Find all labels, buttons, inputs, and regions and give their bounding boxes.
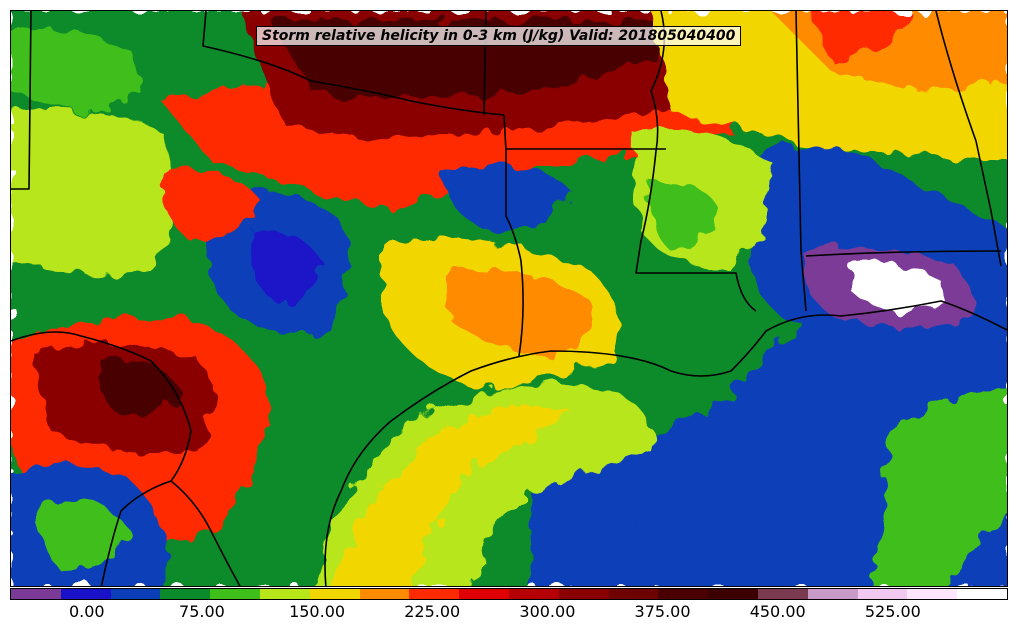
colorbar-tick-label: 225.00 bbox=[404, 602, 461, 621]
colorbar-segment bbox=[359, 589, 410, 599]
colorbar-segment bbox=[608, 589, 659, 599]
state-border-line bbox=[11, 11, 32, 190]
colorbar-segment bbox=[210, 589, 260, 599]
colorbar-segment bbox=[558, 589, 609, 599]
state-border-line bbox=[503, 114, 524, 357]
state-border-line bbox=[11, 331, 192, 586]
colorbar-segment bbox=[957, 589, 1007, 599]
state-border-line bbox=[805, 250, 1002, 257]
colorbar-segment bbox=[409, 589, 460, 599]
colorbar-segment bbox=[11, 589, 61, 599]
colorbar-segment bbox=[508, 589, 559, 599]
state-border-line bbox=[795, 11, 807, 312]
map-title: Storm relative helicity in 0-3 km (J/kg)… bbox=[256, 26, 742, 46]
colorbar-tick-label: 150.00 bbox=[289, 602, 346, 621]
colorbar-tick-label: 525.00 bbox=[864, 602, 921, 621]
colorbar-tick-label: 300.00 bbox=[519, 602, 576, 621]
map-panel: Storm relative helicity in 0-3 km (J/kg)… bbox=[10, 10, 1008, 587]
colorbar-segment bbox=[807, 589, 858, 599]
boundary-lines bbox=[11, 11, 1007, 586]
colorbar-tick-label: 450.00 bbox=[749, 602, 806, 621]
colorbar-segment bbox=[259, 589, 310, 599]
helicity-map bbox=[11, 11, 1007, 586]
coastline bbox=[324, 300, 1007, 586]
colorbar-segment bbox=[658, 589, 709, 599]
colorbar-segment bbox=[857, 589, 908, 599]
state-border-line bbox=[635, 90, 757, 312]
colorbar-tick-label: 375.00 bbox=[634, 602, 691, 621]
colorbar-segment bbox=[459, 589, 509, 599]
colorbar-tick-label: 75.00 bbox=[179, 602, 225, 621]
colorbar-segment bbox=[110, 589, 161, 599]
state-border-line bbox=[935, 11, 1002, 267]
colorbar-segment bbox=[60, 589, 111, 599]
colorbar-segment bbox=[708, 589, 758, 599]
colorbar-labels: 0.00 75.00 150.00 225.00 300.00 375.00 450.00 5… bbox=[10, 602, 1008, 626]
state-border-line bbox=[650, 11, 666, 92]
state-border-line bbox=[170, 480, 241, 586]
state-border-line bbox=[202, 11, 505, 116]
colorbar-segment bbox=[160, 589, 211, 599]
colorbar-segment bbox=[907, 589, 958, 599]
colorbar-segment bbox=[757, 589, 808, 599]
colorbar bbox=[10, 588, 1008, 600]
colorbar-segment bbox=[309, 589, 360, 599]
colorbar-tick-label: 0.00 bbox=[68, 602, 105, 621]
